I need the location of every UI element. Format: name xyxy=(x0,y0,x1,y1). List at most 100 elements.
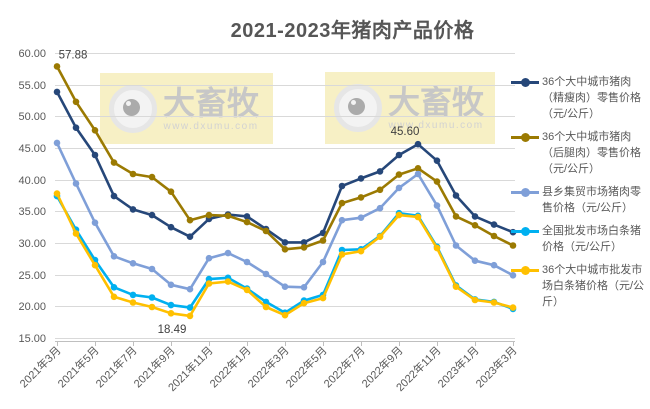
data-point xyxy=(205,254,213,262)
legend-marker xyxy=(511,184,539,200)
data-point xyxy=(433,157,441,164)
data-point xyxy=(376,168,384,175)
data-point xyxy=(319,237,327,244)
y-tick-label: 20.00 xyxy=(18,301,46,313)
legend-item-1: 36个大中城市猪肉（后腿肉）零售价格（元/公斤） xyxy=(511,129,649,177)
data-point xyxy=(72,98,80,106)
data-point xyxy=(91,151,99,159)
data-point xyxy=(129,299,137,306)
data-point xyxy=(452,283,460,291)
data-point xyxy=(300,299,308,307)
data-point xyxy=(110,284,118,291)
y-tick-label: 50.00 xyxy=(18,111,46,123)
data-point xyxy=(452,213,460,220)
data-point xyxy=(167,310,175,317)
legend-item-3: 全国批发市场白条猪价格（元/公斤） xyxy=(511,223,649,255)
data-point xyxy=(262,270,270,278)
data-point xyxy=(148,173,156,181)
data-label: 57.88 xyxy=(59,49,88,61)
legend-marker xyxy=(511,223,539,239)
data-point xyxy=(433,178,441,185)
data-point xyxy=(186,304,194,311)
data-point xyxy=(338,216,346,224)
data-point xyxy=(53,63,61,70)
legend-marker xyxy=(511,74,539,90)
data-point xyxy=(357,194,365,201)
data-point xyxy=(490,232,498,240)
data-point xyxy=(91,127,99,134)
y-tick-label: 45.00 xyxy=(18,143,46,155)
data-point xyxy=(148,211,156,219)
data-point xyxy=(414,170,422,178)
legend-label: 36个大中城市猪肉（后腿肉）零售价格（元/公斤） xyxy=(542,131,641,175)
data-point xyxy=(110,192,118,200)
data-point xyxy=(129,206,137,213)
data-point xyxy=(167,223,175,231)
data-point xyxy=(490,261,498,269)
data-point xyxy=(319,258,327,266)
legend-item-2: 县乡集贸市场猪肉零售价格（元/公斤） xyxy=(511,184,649,216)
data-point xyxy=(433,202,441,209)
data-point xyxy=(148,265,156,273)
data-point xyxy=(224,249,232,257)
data-point xyxy=(205,280,213,287)
data-point xyxy=(262,227,270,235)
data-point xyxy=(357,247,365,255)
data-point xyxy=(281,239,289,246)
watermark-right: 大畜牧 www.dxumu.com xyxy=(325,72,495,144)
data-point xyxy=(357,214,365,221)
x-tick-label: 2023年3月 xyxy=(473,343,520,390)
data-point xyxy=(148,294,156,301)
data-point xyxy=(53,88,61,96)
data-point xyxy=(110,293,118,301)
data-label: 18.49 xyxy=(158,324,187,336)
data-point xyxy=(224,278,232,285)
watermark-brand: 大畜牧 xyxy=(388,84,485,120)
data-point xyxy=(509,304,517,311)
data-point xyxy=(395,151,403,159)
y-tick-label: 25.00 xyxy=(18,270,46,282)
legend-item-0: 36个大中城市猪肉（精瘦肉）零售价格（元/公斤） xyxy=(511,74,649,122)
data-point xyxy=(509,272,517,279)
data-point xyxy=(186,216,194,224)
data-point xyxy=(509,242,517,249)
legend-label: 36个大中城市猪肉（精瘦肉）零售价格（元/公斤） xyxy=(542,76,641,120)
legend: 36个大中城市猪肉（精瘦肉）零售价格（元/公斤） 36个大中城市猪肉（后腿肉）零售… xyxy=(511,74,649,317)
data-point xyxy=(414,165,422,172)
data-point xyxy=(300,284,308,291)
data-point xyxy=(129,291,137,299)
watermark-url: www.dxumu.com xyxy=(163,120,259,132)
watermark-url: www.dxumu.com xyxy=(388,120,484,131)
data-point xyxy=(262,298,270,306)
data-point xyxy=(148,303,156,311)
data-point xyxy=(471,296,479,304)
data-point xyxy=(72,230,80,237)
data-point xyxy=(414,213,422,221)
dxumu-logo-icon xyxy=(334,84,382,132)
legend-label: 全国批发市场白条猪价格（元/公斤） xyxy=(542,225,641,253)
data-point xyxy=(72,180,80,187)
data-point xyxy=(376,233,384,240)
data-point xyxy=(433,244,441,252)
data-point xyxy=(471,213,479,220)
data-point xyxy=(262,303,270,311)
data-point xyxy=(471,222,479,229)
data-point xyxy=(414,140,422,148)
data-point xyxy=(338,199,346,207)
data-point xyxy=(224,212,232,220)
data-point xyxy=(72,124,80,131)
y-tick-label: 35.00 xyxy=(18,206,46,218)
data-point xyxy=(338,251,346,258)
series-line-2 xyxy=(55,141,515,291)
data-point xyxy=(243,213,251,220)
data-point xyxy=(129,260,137,267)
data-label: 45.60 xyxy=(391,126,420,138)
data-point xyxy=(129,170,137,178)
data-point xyxy=(319,294,327,302)
data-point xyxy=(91,261,99,269)
y-tick-label: 40.00 xyxy=(18,175,46,187)
series-line-3 xyxy=(55,194,515,315)
data-point xyxy=(243,286,251,294)
